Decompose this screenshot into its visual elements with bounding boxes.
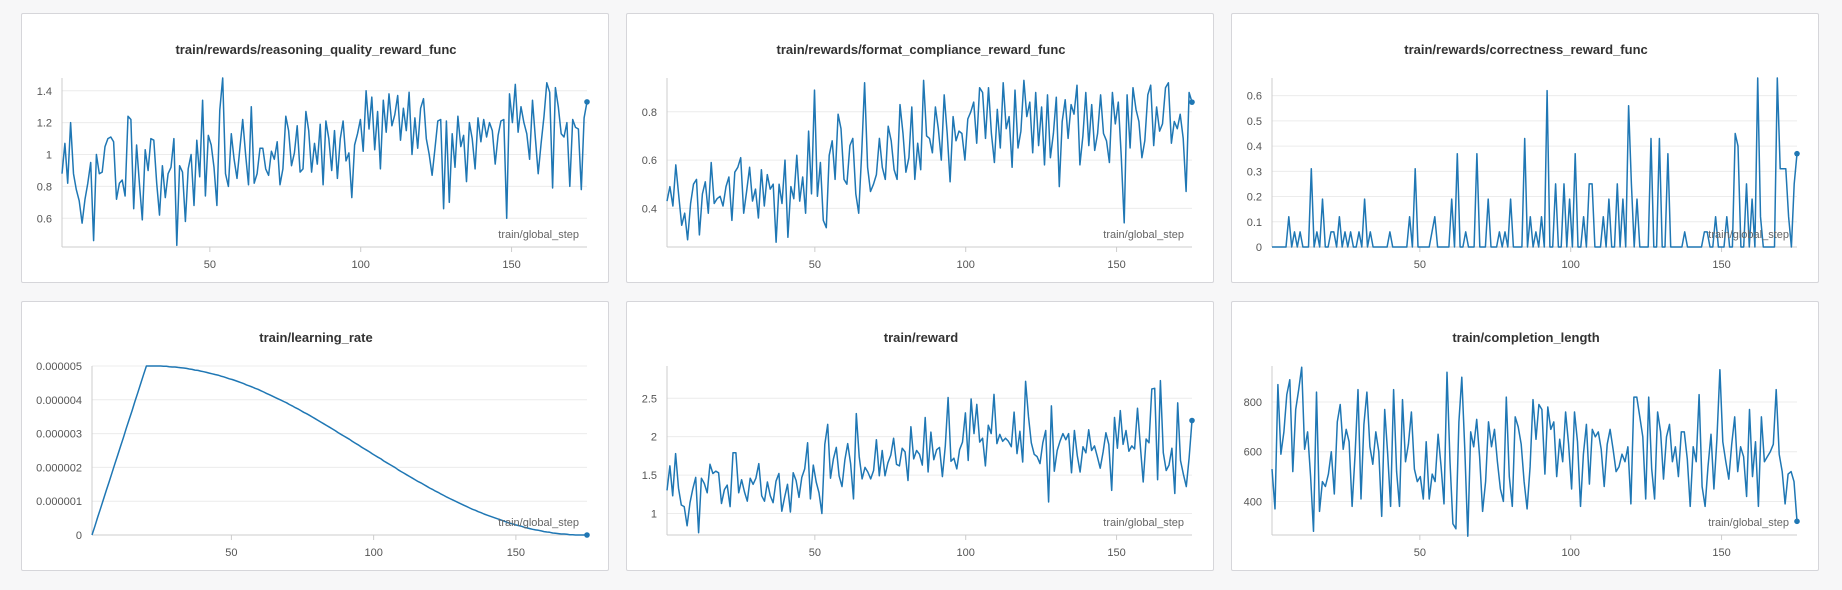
x-axis-label: train/global_step xyxy=(1103,517,1184,529)
y-tick-label: 0.1 xyxy=(1247,217,1262,229)
chart-title: train/reward xyxy=(884,330,958,345)
x-tick-label: 50 xyxy=(1414,259,1426,271)
y-tick-label: 1 xyxy=(651,508,657,520)
y-tick-label: 2.5 xyxy=(642,393,657,405)
x-tick-label: 50 xyxy=(809,547,821,559)
y-tick-label: 0.000002 xyxy=(36,462,82,474)
y-tick-label: 1.4 xyxy=(37,86,52,98)
x-tick-label: 150 xyxy=(1712,547,1730,559)
y-tick-label: 0.4 xyxy=(1247,141,1262,153)
y-tick-label: 0.000001 xyxy=(36,496,82,508)
series-line xyxy=(1271,366,1798,537)
series-line xyxy=(1272,77,1798,248)
series-line xyxy=(61,77,588,247)
chart-svg: train/rewards/correctness_reward_func 0 0.… xyxy=(1247,42,1800,271)
chart-svg: train/learning_rate 0 0.000001 0.000002 0.00… xyxy=(36,330,590,559)
chart-title: train/rewards/correctness_reward_func xyxy=(1404,42,1648,57)
chart-title: train/rewards/format_compliance_reward_f… xyxy=(777,42,1066,57)
y-tick-label: 1.5 xyxy=(642,470,657,482)
x-tick-label: 100 xyxy=(957,259,975,271)
y-tick-label: 400 xyxy=(1244,496,1262,508)
x-tick-label: 100 xyxy=(1562,547,1580,559)
chart-panel-completion-length: train/completion_length 400 600 800 50 100 150… xyxy=(1231,301,1819,571)
chart-svg: train/reward 1 1.5 2 2.5 50 100 150 train/global… xyxy=(642,330,1195,559)
series-line xyxy=(666,379,1193,534)
y-tick-label: 0.8 xyxy=(642,107,657,119)
series-end-point xyxy=(1189,99,1195,105)
chart-svg: train/rewards/format_compliance_reward_f… xyxy=(642,42,1195,271)
y-tick-label: 0 xyxy=(76,530,82,542)
x-tick-label: 100 xyxy=(957,547,975,559)
y-tick-label: 0.000003 xyxy=(36,429,82,441)
series-end-point xyxy=(1794,518,1800,525)
y-tick-label: 0.8 xyxy=(37,181,52,193)
x-tick-label: 100 xyxy=(352,259,370,271)
series-end-point xyxy=(1189,417,1195,424)
y-tick-label: 0.000004 xyxy=(36,395,82,407)
x-tick-label: 150 xyxy=(507,547,525,559)
x-tick-label: 100 xyxy=(364,547,382,559)
chart-panel-format-compliance: train/rewards/format_compliance_reward_f… xyxy=(626,13,1214,283)
y-tick-label: 600 xyxy=(1244,447,1262,459)
x-tick-label: 150 xyxy=(1107,259,1125,271)
y-tick-label: 0.6 xyxy=(37,213,52,225)
chart-panel-correctness: train/rewards/correctness_reward_func 0 0.… xyxy=(1231,13,1819,283)
series-line xyxy=(91,365,587,536)
x-axis-label: train/global_step xyxy=(498,517,579,529)
series-end-point xyxy=(584,532,590,538)
y-tick-label: 0 xyxy=(1256,242,1262,254)
y-tick-label: 1.2 xyxy=(37,118,52,130)
x-tick-label: 50 xyxy=(225,547,237,559)
series-end-point xyxy=(584,99,590,105)
series-end-point xyxy=(1794,150,1800,157)
chart-svg: train/completion_length 400 600 800 50 100 150… xyxy=(1244,330,1800,559)
y-tick-label: 0.2 xyxy=(1247,192,1262,204)
x-tick-label: 150 xyxy=(1712,259,1730,271)
y-tick-label: 0.6 xyxy=(642,155,657,167)
x-axis-label: train/global_step xyxy=(498,229,579,241)
x-tick-label: 50 xyxy=(204,259,216,271)
y-tick-label: 0.5 xyxy=(1247,116,1262,128)
chart-title: train/completion_length xyxy=(1452,330,1599,345)
x-axis-label: train/global_step xyxy=(1708,517,1789,529)
x-tick-label: 100 xyxy=(1562,259,1580,271)
chart-panel-reasoning-quality: train/rewards/reasoning_quality_reward_f… xyxy=(21,13,609,283)
chart-title: train/learning_rate xyxy=(259,330,372,345)
y-tick-label: 800 xyxy=(1244,397,1262,409)
chart-svg: train/rewards/reasoning_quality_reward_f… xyxy=(37,42,590,271)
x-tick-label: 150 xyxy=(1107,547,1125,559)
y-tick-label: 0.3 xyxy=(1247,166,1262,178)
x-tick-label: 50 xyxy=(1414,547,1426,559)
x-tick-label: 50 xyxy=(809,259,821,271)
x-axis-label: train/global_step xyxy=(1708,229,1789,241)
y-tick-label: 1 xyxy=(46,150,52,162)
chart-panel-reward: train/reward 1 1.5 2 2.5 50 100 150 train/global… xyxy=(626,301,1214,571)
chart-title: train/rewards/reasoning_quality_reward_f… xyxy=(175,42,456,57)
y-tick-label: 0.000005 xyxy=(36,361,82,373)
y-tick-label: 2 xyxy=(651,432,657,444)
y-tick-label: 0.6 xyxy=(1247,91,1262,103)
series-line xyxy=(666,79,1193,243)
y-tick-label: 0.4 xyxy=(642,203,657,215)
chart-panel-learning-rate: train/learning_rate 0 0.000001 0.000002 0.00… xyxy=(21,301,609,571)
x-tick-label: 150 xyxy=(502,259,520,271)
x-axis-label: train/global_step xyxy=(1103,229,1184,241)
